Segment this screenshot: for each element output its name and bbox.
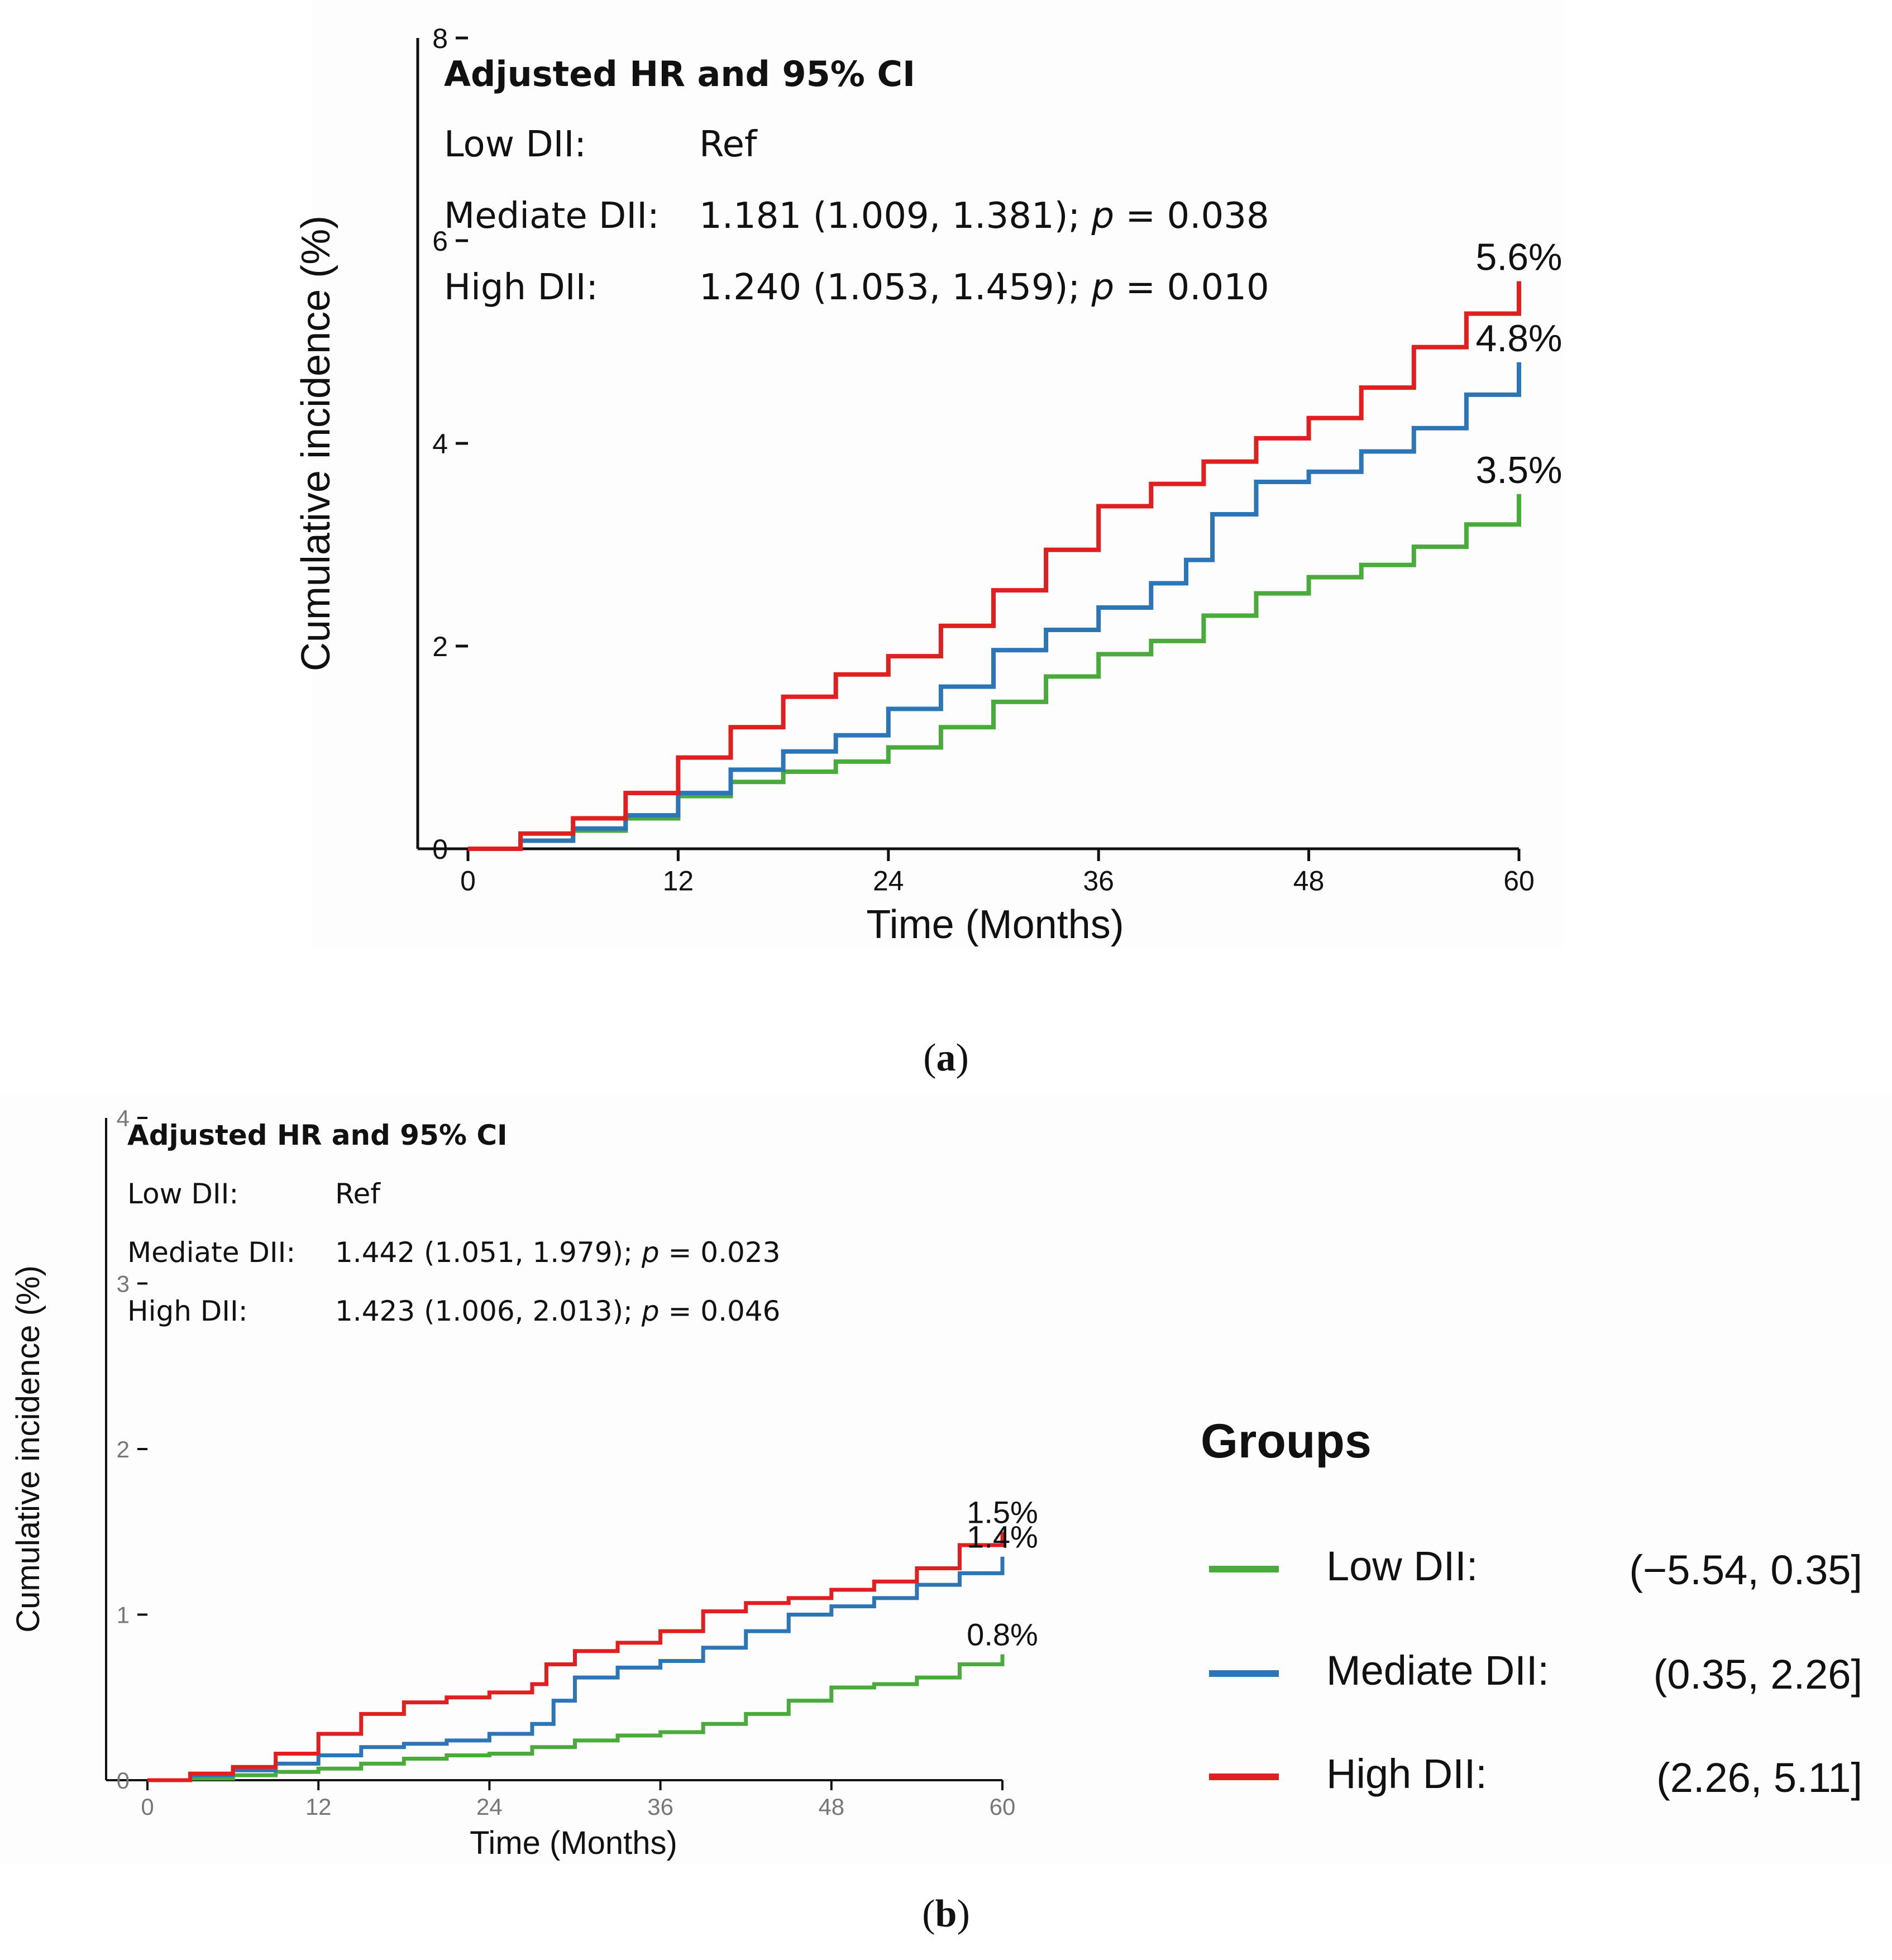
x-tick-label-60: 60: [990, 1794, 1016, 1820]
annotation-value-low-b: Ref: [335, 1178, 381, 1210]
x-axis-label-b: Time (Months): [470, 1825, 677, 1861]
series-line-low-dii: [147, 1654, 1005, 1782]
end-label-high-dii: 5.6%: [1476, 236, 1563, 279]
x-tick-label-0: 0: [460, 866, 476, 897]
annotation-title-b: Adjusted HR and 95% CI: [127, 1119, 508, 1151]
x-tick-label-48: 48: [818, 1794, 844, 1820]
end-label-high-dii: 1.5%: [967, 1494, 1038, 1529]
annotation-title-a: Adjusted HR and 95% CI: [444, 54, 915, 94]
annotation-value-low-a: Ref: [699, 124, 758, 165]
y-tick-label-2: 2: [432, 631, 448, 662]
legend-range-low: (−5.54, 0.35]: [1629, 1547, 1862, 1593]
end-labels-a: 3.5% 4.8% 5.6%: [1476, 236, 1563, 491]
end-label-mediate-dii: 1.4%: [967, 1519, 1038, 1555]
x-tick-label-12: 12: [663, 866, 694, 897]
annotation-value-high-a: 1.240 (1.053, 1.459); p = 0.010: [699, 267, 1269, 308]
x-axis-label-a: Time (Months): [866, 902, 1124, 947]
end-label-low-dii: 0.8%: [967, 1617, 1038, 1652]
series-lines-a: [468, 281, 1521, 851]
panel-b-background: [0, 1094, 1892, 1865]
annotation-value-high-b: 1.423 (1.006, 2.013); p = 0.046: [335, 1295, 780, 1327]
end-labels-b: 0.8% 1.4%1.5%: [967, 1494, 1038, 1652]
x-ticks-a: 0 12 24 36 48 60: [460, 849, 1535, 897]
legend-label-mediate: Mediate DII:: [1326, 1647, 1549, 1694]
y-tick-label-0: 0: [117, 1767, 130, 1794]
annotation-value-mediate-b: 1.442 (1.051, 1.979); p = 0.023: [335, 1236, 780, 1269]
y-tick-label-2: 2: [117, 1436, 130, 1462]
series-lines-b: [147, 1532, 1005, 1782]
series-line-high-dii: [147, 1532, 1005, 1782]
y-tick-label-8: 8: [432, 23, 448, 54]
panel-a-background: [313, 0, 1564, 949]
y-tick-label-4: 4: [117, 1105, 130, 1131]
x-tick-label-24: 24: [873, 866, 904, 897]
x-tick-label-36: 36: [1083, 866, 1114, 897]
annotation-group-low-b: Low DII:: [127, 1178, 238, 1210]
x-tick-label-0: 0: [141, 1794, 154, 1820]
y-ticks-b: 0 1 2 3 4: [117, 1105, 147, 1794]
legend-range-high: (2.26, 5.11]: [1656, 1755, 1862, 1801]
legend-label-low: Low DII:: [1326, 1543, 1478, 1589]
y-tick-label-3: 3: [117, 1271, 130, 1297]
x-tick-label-24: 24: [476, 1794, 503, 1820]
legend: Groups Low DII: (−5.54, 0.35] Mediate DI…: [1201, 1414, 1862, 1801]
series-line-mediate-dii: [147, 1556, 1005, 1782]
hr-annotation-a: Adjusted HR and 95% CI Low DII: Ref Medi…: [444, 54, 1269, 308]
legend-title: Groups: [1201, 1414, 1372, 1468]
end-label-mediate-dii: 4.8%: [1476, 317, 1563, 360]
y-axis-label-b: Cumulative incidence (%): [10, 1265, 46, 1633]
x-tick-label-36: 36: [647, 1794, 673, 1820]
y-tick-label-6: 6: [432, 226, 448, 257]
legend-range-mediate: (0.35, 2.26]: [1654, 1651, 1862, 1698]
annotation-value-mediate-a: 1.181 (1.009, 1.381); p = 0.038: [699, 195, 1269, 237]
legend-label-high: High DII:: [1326, 1751, 1487, 1797]
y-ticks-a: 0 2 4 6 8: [432, 23, 468, 865]
x-tick-label-12: 12: [305, 1794, 332, 1820]
annotation-group-low-a: Low DII:: [444, 124, 586, 165]
y-tick-label-4: 4: [432, 428, 448, 460]
series-line-low-dii: [468, 494, 1521, 851]
x-ticks-b: 0 12 24 36 48 60: [141, 1780, 1015, 1820]
series-line-high-dii: [468, 281, 1521, 851]
end-label-low-dii: 3.5%: [1476, 449, 1563, 491]
annotation-group-mediate-b: Mediate DII:: [127, 1236, 295, 1269]
x-tick-label-48: 48: [1293, 866, 1325, 897]
annotation-group-high-b: High DII:: [127, 1295, 248, 1327]
y-tick-label-1: 1: [117, 1602, 130, 1628]
y-tick-label-0: 0: [432, 834, 448, 865]
x-tick-label-60: 60: [1503, 866, 1535, 897]
caption-b: (b): [922, 1892, 970, 1935]
annotation-group-mediate-a: Mediate DII:: [444, 195, 660, 237]
hr-annotation-b: Adjusted HR and 95% CI Low DII: Ref Medi…: [127, 1119, 780, 1327]
caption-a: (a): [923, 1036, 969, 1079]
y-axis-label-a: Cumulative incidence (%): [294, 216, 338, 671]
annotation-group-high-a: High DII:: [444, 267, 598, 308]
series-line-mediate-dii: [468, 362, 1521, 851]
